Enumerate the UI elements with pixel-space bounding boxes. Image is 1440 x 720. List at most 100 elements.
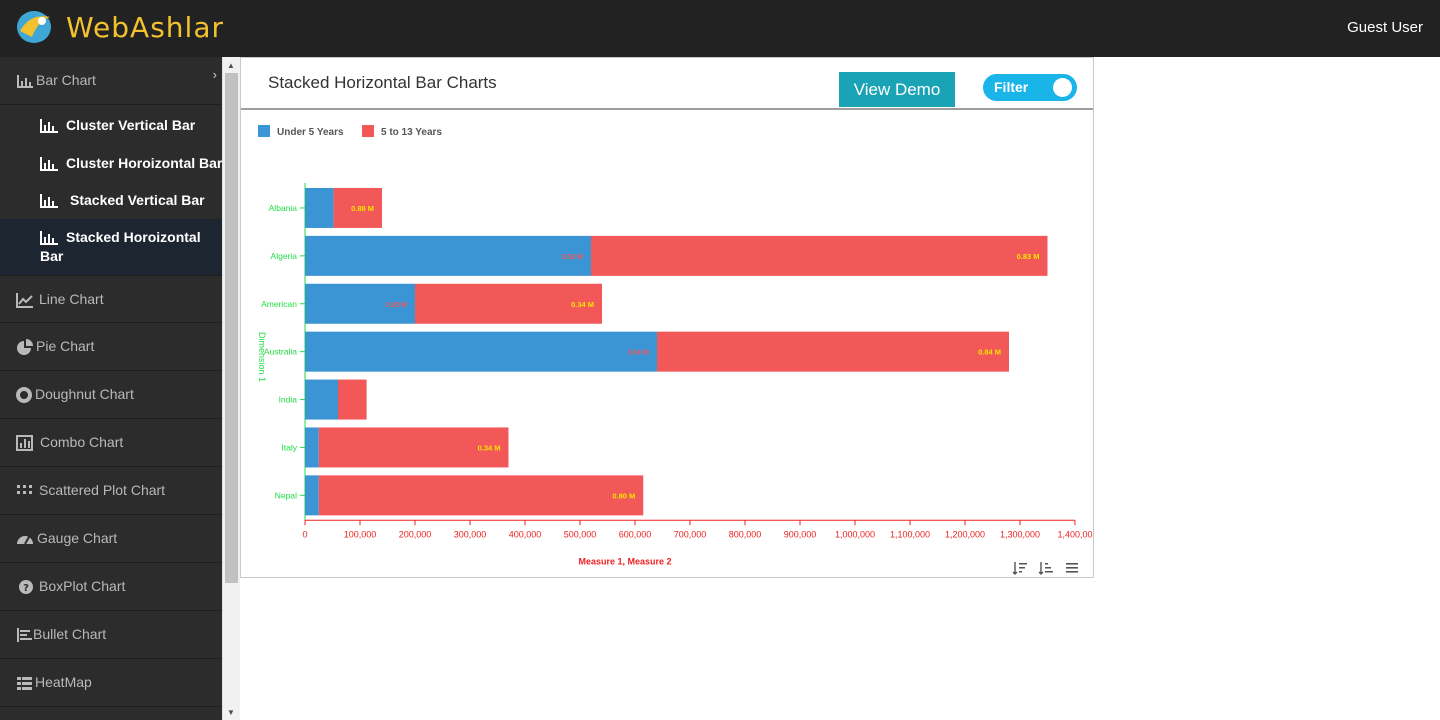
y-tick-label: India xyxy=(279,395,298,405)
sidebar-item-label: HeatMap xyxy=(35,674,92,690)
bar-segment-5-to-13 xyxy=(657,331,1009,372)
y-tick-label: Nepal xyxy=(275,490,297,500)
bar-segment-5-to-13 xyxy=(415,283,602,324)
sidebar-item-combo-chart[interactable]: Combo Chart xyxy=(0,419,222,467)
scatter-icon xyxy=(17,485,32,494)
filter-label: Filter xyxy=(994,79,1029,95)
y-tick-label: Algeria xyxy=(271,251,298,261)
y-tick-label: Italy xyxy=(281,442,297,452)
bar-segment-5-to-13 xyxy=(318,427,509,468)
bar-segment-under-5 xyxy=(305,475,319,516)
bar-segment-under-5 xyxy=(305,235,591,276)
sort-ascending-icon[interactable] xyxy=(1038,561,1054,575)
sort-descending-icon[interactable] xyxy=(1012,561,1028,575)
bar-segment-under-5 xyxy=(305,379,338,420)
sidebar-item-label: Bullet Chart xyxy=(33,626,107,642)
sidebar-sub-stacked-horizontal[interactable]: Stacked Horoizontal Bar xyxy=(0,219,222,275)
y-tick-label: American xyxy=(261,299,297,309)
bar-chart-icon xyxy=(40,119,58,133)
sidebar-scrollbar[interactable]: ▲ ▼ xyxy=(222,57,240,720)
y-tick-label: Albania xyxy=(269,203,298,213)
x-tick-label: 800,000 xyxy=(729,529,762,539)
x-tick-label: 1,200,000 xyxy=(945,529,985,539)
sidebar-item-bullet-chart[interactable]: Bullet Chart xyxy=(0,611,222,659)
x-tick-label: 0 xyxy=(302,529,307,539)
bar-segment-5-to-13 xyxy=(333,187,382,228)
sidebar-item-line-chart[interactable]: Line Chart xyxy=(0,275,222,323)
y-axis-title: Dimension 1 xyxy=(257,332,267,382)
bar-segment-5-to-13 xyxy=(338,379,367,420)
sidebar-item-heatmap[interactable]: HeatMap xyxy=(0,659,222,707)
x-axis-title: Measure 1, Measure 2 xyxy=(578,556,671,566)
sidebar-item-label: Gauge Chart xyxy=(37,530,118,546)
top-bar: WebAshlar Guest User xyxy=(0,0,1440,57)
sidebar-item-bar-chart[interactable]: Bar Chart › xyxy=(0,57,222,105)
data-label: 0.83 M xyxy=(1017,252,1040,261)
sidebar-item-label: BoxPlot Chart xyxy=(39,578,126,594)
chevron-right-icon: › xyxy=(212,67,217,82)
scrollbar-thumb[interactable] xyxy=(225,73,238,583)
menu-icon[interactable] xyxy=(1064,561,1080,575)
legend-label: 5 to 13 Years xyxy=(381,127,442,138)
filter-toggle[interactable]: Filter xyxy=(983,74,1077,101)
question-icon: ? xyxy=(19,580,33,594)
logo-icon xyxy=(17,11,51,43)
legend-label: Under 5 Years xyxy=(277,127,344,138)
bar-segment-5-to-13 xyxy=(591,235,1048,276)
sidebar: Bar Chart › Cluster Vertical Bar Cluster… xyxy=(0,57,222,720)
data-label: 0.34 M xyxy=(478,443,501,452)
x-tick-label: 1,300,000 xyxy=(1000,529,1040,539)
view-demo-button[interactable]: View Demo xyxy=(839,72,955,107)
sidebar-sub-label: Stacked Vertical Bar xyxy=(70,192,205,208)
sidebar-sub-label-line2: Bar xyxy=(40,248,64,264)
sidebar-item-gauge-chart[interactable]: Gauge Chart xyxy=(0,515,222,563)
sidebar-item-label: Doughnut Chart xyxy=(35,386,134,402)
x-tick-label: 100,000 xyxy=(344,529,377,539)
bar-segment-under-5 xyxy=(305,283,415,324)
sidebar-sub-label: Cluster Vertical Bar xyxy=(66,117,196,133)
y-tick-label: Australia xyxy=(264,347,297,357)
bar-segment-under-5 xyxy=(305,331,657,372)
svg-text:?: ? xyxy=(23,583,29,594)
sidebar-item-label: Bar Chart xyxy=(36,72,96,88)
scroll-down-arrow-icon[interactable]: ▼ xyxy=(227,708,235,717)
user-name[interactable]: Guest User xyxy=(1347,19,1423,36)
scroll-up-arrow-icon[interactable]: ▲ xyxy=(227,61,235,70)
data-label: 0.52 M xyxy=(562,254,584,261)
combo-chart-icon xyxy=(16,435,33,451)
x-tick-label: 500,000 xyxy=(564,529,597,539)
table-icon xyxy=(17,677,32,690)
data-label: 0.20 M xyxy=(386,302,408,309)
x-tick-label: 400,000 xyxy=(509,529,542,539)
sidebar-sub-label: Stacked Horoizontal xyxy=(66,229,201,245)
stacked-horizontal-bar-chart: Under 5 Years 5 to 13 Years 0.88 M Albania 0… xyxy=(257,125,1093,566)
bar-chart-icon xyxy=(40,231,58,245)
brand-logo[interactable]: WebAshlar xyxy=(14,7,254,47)
sidebar-item-doughnut-chart[interactable]: Doughnut Chart xyxy=(0,371,222,419)
sidebar-sub-stacked-vertical[interactable]: Stacked Vertical Bar xyxy=(0,190,222,220)
data-label: 0.80 M xyxy=(612,491,635,500)
panel-header: Stacked Horizontal Bar Charts View Demo … xyxy=(241,58,1093,110)
x-tick-label: 200,000 xyxy=(399,529,432,539)
panel-title: Stacked Horizontal Bar Charts xyxy=(268,73,497,92)
x-tick-label: 1,000,000 xyxy=(835,529,875,539)
sidebar-item-label: Scattered Plot Chart xyxy=(39,482,166,498)
sidebar-item-label: Combo Chart xyxy=(40,434,124,450)
x-tick-label: 1,100,000 xyxy=(890,529,930,539)
data-label: 0.88 M xyxy=(351,204,374,213)
gauge-icon xyxy=(17,536,33,545)
bar-segment-5-to-13 xyxy=(318,475,644,516)
x-tick-label: 600,000 xyxy=(619,529,652,539)
sidebar-sub-cluster-vertical[interactable]: Cluster Vertical Bar xyxy=(0,115,222,145)
sidebar-item-scatter-chart[interactable]: Scattered Plot Chart xyxy=(0,467,222,515)
pie-chart-icon xyxy=(17,339,33,355)
x-tick-label: 1,400,00 xyxy=(1057,529,1092,539)
data-label: 0.84 M xyxy=(978,348,1001,357)
sidebar-item-pie-chart[interactable]: Pie Chart xyxy=(0,323,222,371)
data-label: 0.64 M xyxy=(628,350,650,357)
brand-name: WebAshlar xyxy=(66,11,224,44)
sidebar-item-boxplot-chart[interactable]: ? BoxPlot Chart xyxy=(0,563,222,611)
legend-swatch xyxy=(258,125,270,137)
data-label: 0.34 M xyxy=(571,300,594,309)
sidebar-sub-cluster-horizontal[interactable]: Cluster Horoizontal Bar xyxy=(0,153,222,183)
